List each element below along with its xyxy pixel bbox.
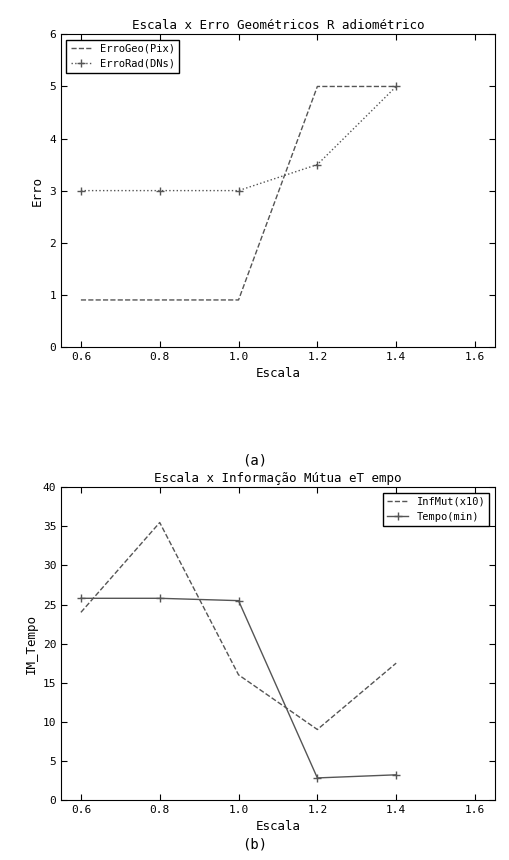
Legend: InfMut(x10), Tempo(min): InfMut(x10), Tempo(min) xyxy=(382,493,489,526)
X-axis label: Escala: Escala xyxy=(255,367,300,380)
ErroGeo(Pix) xyxy=(235,295,241,305)
InfMut(x10) xyxy=(235,670,241,680)
ErroRad(DNs) xyxy=(314,159,320,169)
ErroRad(DNs) xyxy=(392,82,399,92)
Y-axis label: IM_Tempo: IM_Tempo xyxy=(24,613,37,673)
Text: (b): (b) xyxy=(242,838,267,851)
ErroGeo(Pix) xyxy=(314,82,320,92)
InfMut(x10) xyxy=(392,658,399,668)
Title: Escala x Erro Geométricos R adiométrico: Escala x Erro Geométricos R adiométrico xyxy=(131,19,423,32)
Y-axis label: Erro: Erro xyxy=(31,175,44,206)
Line: InfMut(x10): InfMut(x10) xyxy=(81,523,395,729)
ErroGeo(Pix) xyxy=(156,295,162,305)
ErroGeo(Pix) xyxy=(78,295,84,305)
ErroRad(DNs) xyxy=(156,186,162,196)
Tempo(min) xyxy=(314,773,320,783)
Line: ErroGeo(Pix): ErroGeo(Pix) xyxy=(81,87,395,300)
Text: (a): (a) xyxy=(242,453,267,467)
Line: ErroRad(DNs): ErroRad(DNs) xyxy=(76,83,400,194)
Tempo(min) xyxy=(392,770,399,780)
ErroGeo(Pix) xyxy=(392,82,399,92)
ErroRad(DNs) xyxy=(78,186,84,196)
Tempo(min) xyxy=(156,593,162,604)
X-axis label: Escala: Escala xyxy=(255,820,300,833)
Title: Escala x Informação Mútua eT empo: Escala x Informação Mútua eT empo xyxy=(154,472,401,485)
ErroRad(DNs) xyxy=(235,186,241,196)
Tempo(min) xyxy=(78,593,84,604)
InfMut(x10) xyxy=(314,724,320,734)
Legend: ErroGeo(Pix), ErroRad(DNs): ErroGeo(Pix), ErroRad(DNs) xyxy=(66,40,179,73)
InfMut(x10) xyxy=(156,518,162,528)
InfMut(x10) xyxy=(78,607,84,617)
Tempo(min) xyxy=(235,595,241,605)
Line: Tempo(min): Tempo(min) xyxy=(76,594,400,782)
